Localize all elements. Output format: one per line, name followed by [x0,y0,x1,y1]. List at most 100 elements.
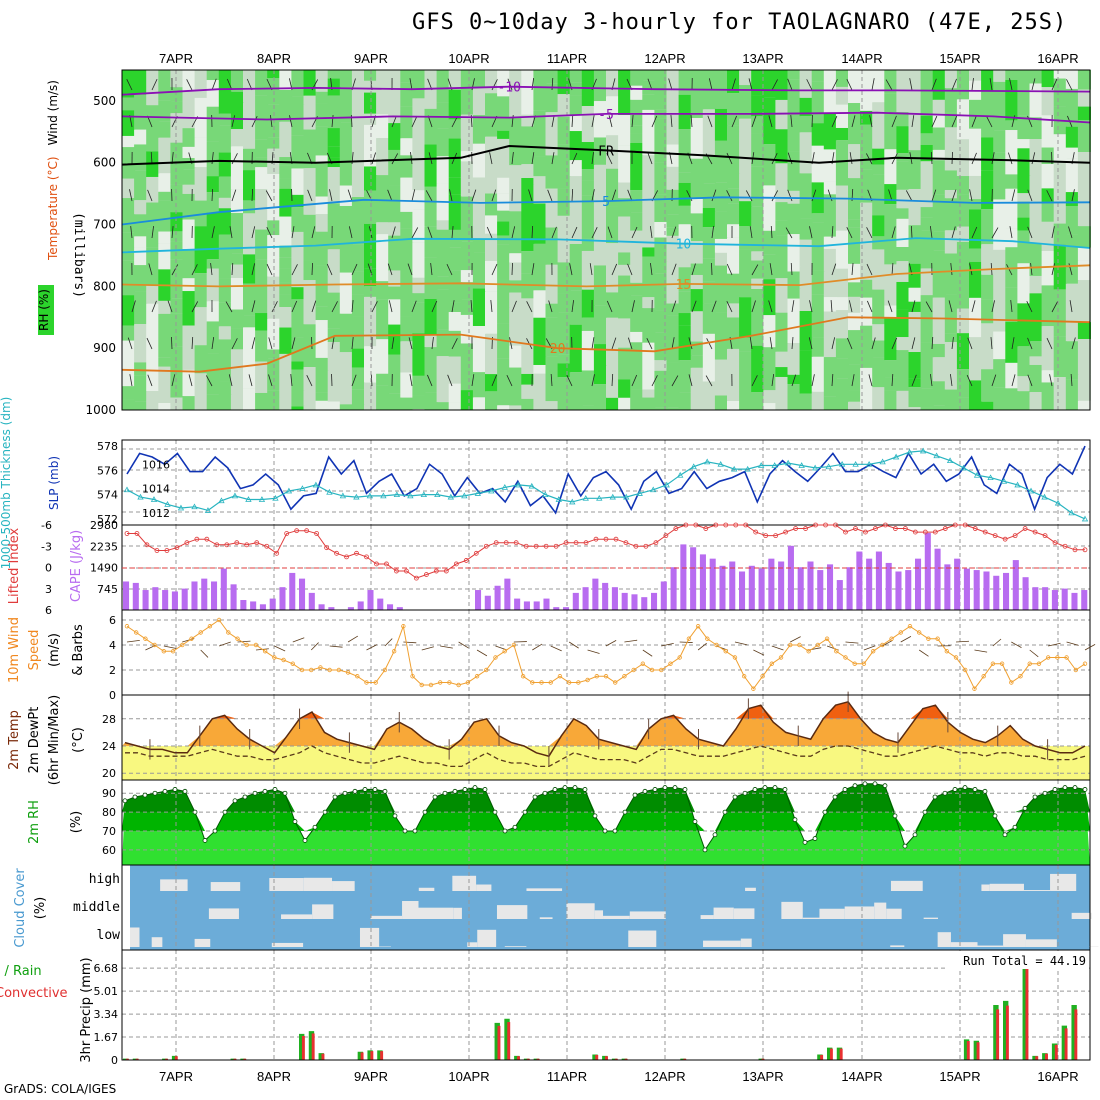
rh-cell [1017,263,1031,304]
cloud-gap [402,901,419,919]
contour-line [121,196,1091,226]
wind-speed-marker [1027,661,1032,666]
wind-barb [446,263,453,276]
cloud-gap [603,915,630,919]
wind-speed-marker [493,655,498,660]
wind-barb [447,374,453,387]
cloud-gap [271,942,304,947]
cape-bar [1071,592,1078,610]
wind-speed-marker [235,636,240,641]
rh-cell [618,145,632,183]
precip-bar-convective [174,1056,178,1060]
rh-cell [533,176,547,185]
rh-cell [339,205,353,252]
rh-cell [618,318,632,328]
x-tick-label-bottom: 9APR [354,1069,388,1084]
wind-speed-marker [189,636,194,641]
wind-barb [771,79,778,91]
thickness-marker [650,486,657,493]
cape-bar [181,588,188,610]
rh-cell [702,183,716,208]
rh-cell [170,346,184,371]
wind-barb [430,263,433,276]
wind-barb [532,643,543,651]
rh-cell [981,323,995,370]
rh-cell [920,115,934,134]
rh-cell [1017,148,1031,194]
lifted-index-marker [234,540,240,546]
wind-barb [387,263,393,276]
precip-bar-convective [1064,1028,1068,1060]
wind-barb [526,301,533,313]
rh-cell [279,397,293,410]
wind-barb [571,300,575,313]
precip-bar-convective [243,1058,247,1060]
lifted-index-marker [214,542,220,548]
rh-cell [848,103,862,145]
rh2m-marker [432,794,438,800]
rh-cell [303,405,317,410]
rh2m-marker [302,838,308,843]
wind-barb [868,374,873,387]
cape-bar [514,598,521,610]
rh-cell [1029,139,1043,176]
wind-barb [888,189,893,202]
lifted-index-marker [593,536,599,542]
rh-cell [630,295,644,332]
rh-cell [206,192,220,213]
rh-cell [1005,287,1019,322]
rh-cell [811,337,825,357]
rh-cell [1065,205,1079,235]
rh-cell [497,405,511,410]
rh-cell [1077,106,1091,121]
rh-cell [291,369,305,407]
rh-cell [678,325,692,361]
rh-cell [255,95,269,140]
cloud-gap [359,927,380,947]
rh-cell [122,97,136,111]
y-tick-label-right: 1014 [142,483,170,496]
rh2m-marker [642,788,648,794]
rh-cell [618,347,632,380]
wind-speed-marker [686,636,692,641]
lifted-index-marker [314,531,320,536]
rh-cell [243,200,257,214]
rh-cell [230,309,244,329]
wind-barb [768,115,773,128]
wind-speed-marker [1055,655,1060,660]
rh-cell [448,247,462,271]
precip-bar-total [357,1051,364,1060]
y-tick-label: high [89,872,120,887]
wind-barb [291,226,295,239]
rh-cell [339,313,353,353]
x-tick-label-top: 15APR [939,51,980,66]
rh-cell [1053,78,1067,107]
rh-cell [799,239,813,267]
wind-barb [1006,264,1013,276]
cloud-gap [1003,934,1026,947]
cape-bar [279,587,286,610]
wind-speed-marker [152,642,157,648]
y-tick-label: -3 [41,540,52,553]
wind-barb [251,226,256,239]
wind-barb [310,642,319,651]
rh-cell [835,70,849,87]
rh-cell [400,70,414,83]
y-tick-label: 2 [109,664,116,677]
thickness-marker [1081,515,1089,522]
rh-cell [872,340,886,358]
rh-cell [606,96,620,136]
contour-line [121,316,1091,373]
rh-cell [194,307,208,346]
rh-cell [835,378,849,410]
rh-cell [1053,134,1067,163]
wind-barb [726,300,733,313]
rh-cell [642,94,656,110]
rh-cell [666,189,680,215]
rh-cell [388,235,402,271]
wind-barb [148,263,153,276]
lifted-index-marker [443,568,449,574]
rh-cell [727,388,741,401]
x-tick-label-top: 7APR [159,51,193,66]
rh-cell [400,372,414,398]
